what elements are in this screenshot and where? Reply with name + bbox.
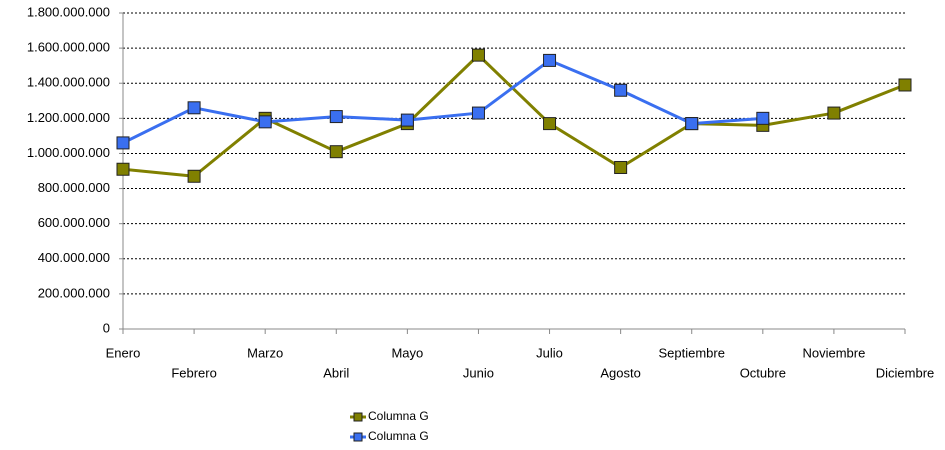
marker	[258, 115, 272, 129]
marker	[543, 53, 557, 67]
x-tick-label: Febrero	[171, 365, 217, 380]
x-tick-label: Marzo	[247, 345, 283, 360]
x-tick-label: Agosto	[600, 365, 640, 380]
marker	[827, 106, 841, 120]
x-tick-label: Septiembre	[658, 345, 724, 360]
marker	[614, 160, 628, 174]
marker	[187, 101, 201, 115]
x-tick-label: Enero	[106, 345, 141, 360]
y-tick-label: 1.600.000.000	[27, 40, 110, 55]
y-tick-label: 1.000.000.000	[27, 145, 110, 160]
x-tick-label: Diciembre	[876, 365, 935, 380]
series-line	[122, 53, 906, 178]
series-line	[122, 58, 763, 145]
marker	[329, 145, 343, 159]
marker	[471, 48, 485, 62]
y-tick-label: 200.000.000	[38, 285, 110, 300]
marker	[685, 117, 699, 131]
marker	[187, 169, 201, 183]
marker	[329, 110, 343, 124]
y-tick-label: 400.000.000	[38, 250, 110, 265]
marker	[614, 83, 628, 97]
marker	[471, 106, 485, 120]
legend-label: Columna G	[368, 409, 429, 423]
marker	[400, 113, 414, 127]
marker	[756, 111, 770, 125]
x-tick-label: Noviembre	[802, 345, 865, 360]
marker	[898, 78, 912, 92]
marker	[116, 136, 130, 150]
marker	[116, 162, 130, 176]
y-tick-label: 0	[103, 320, 110, 335]
y-tick-label: 600.000.000	[38, 215, 110, 230]
y-tick-label: 1.800.000.000	[27, 4, 110, 19]
x-tick-label: Junio	[463, 365, 494, 380]
legend-marker	[353, 412, 363, 422]
y-tick-label: 800.000.000	[38, 180, 110, 195]
x-tick-label: Mayo	[391, 345, 423, 360]
x-tick-label: Octubre	[740, 365, 786, 380]
legend-label: Columna G	[368, 429, 429, 443]
y-tick-label: 1.200.000.000	[27, 110, 110, 125]
legend-marker	[353, 432, 363, 442]
y-tick-label: 1.400.000.000	[27, 75, 110, 90]
x-tick-label: Abril	[323, 365, 349, 380]
x-tick-label: Julio	[536, 345, 563, 360]
marker	[543, 117, 557, 131]
